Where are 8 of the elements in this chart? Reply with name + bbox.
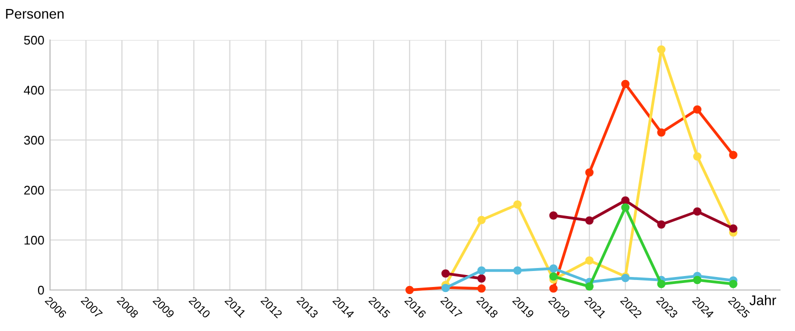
x-axis-title: Jahr bbox=[750, 295, 776, 306]
y-tick-label: 100 bbox=[24, 236, 44, 245]
y-tick-label: 0 bbox=[38, 286, 44, 295]
y-tick-label: 200 bbox=[24, 186, 44, 195]
y-tick-label: 500 bbox=[24, 36, 44, 45]
y-tick-label: 400 bbox=[24, 86, 44, 95]
y-axis-title: Personen bbox=[6, 9, 64, 19]
y-tick-label: 300 bbox=[24, 136, 44, 145]
